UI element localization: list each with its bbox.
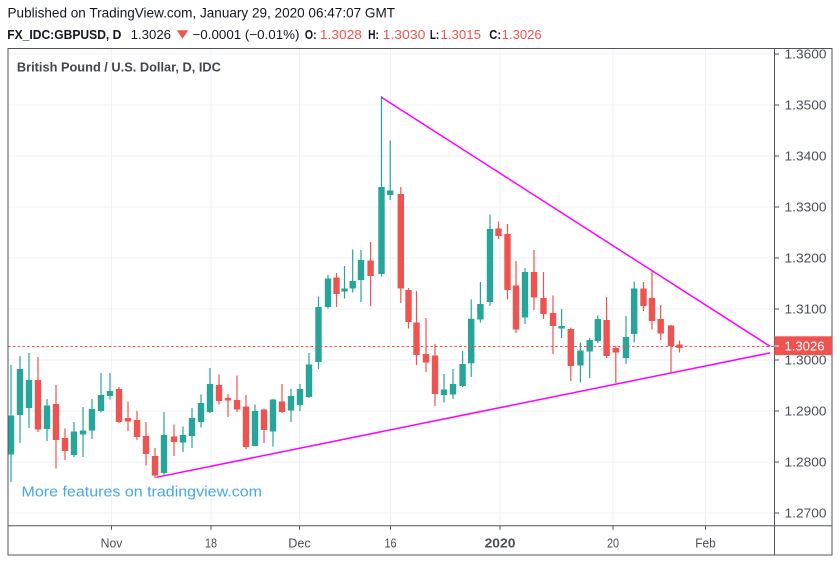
svg-text:Nov: Nov xyxy=(101,536,123,551)
svg-text:1.2900: 1.2900 xyxy=(785,404,827,419)
svg-text:FX_IDC:GBPUSD, D: FX_IDC:GBPUSD, D xyxy=(7,28,121,42)
svg-text:2020: 2020 xyxy=(485,536,516,551)
svg-text:1.3500: 1.3500 xyxy=(785,98,827,113)
svg-text:20: 20 xyxy=(607,536,619,551)
svg-text:1.3028: 1.3028 xyxy=(320,27,362,42)
svg-text:1.3200: 1.3200 xyxy=(785,251,827,266)
svg-text:1.2700: 1.2700 xyxy=(785,506,827,521)
svg-text:1.3030: 1.3030 xyxy=(383,27,426,42)
svg-text:Feb: Feb xyxy=(695,536,716,551)
svg-text:O:: O: xyxy=(305,28,317,42)
svg-text:1.3600: 1.3600 xyxy=(785,47,827,62)
svg-text:18: 18 xyxy=(205,536,217,551)
svg-text:British Pound / U.S. Dollar, D: British Pound / U.S. Dollar, D, IDC xyxy=(17,59,222,74)
svg-text:1.3026: 1.3026 xyxy=(785,339,825,354)
svg-text:1.3026: 1.3026 xyxy=(131,27,171,42)
svg-text:−0.0001 (−0.01%): −0.0001 (−0.01%) xyxy=(193,27,300,42)
svg-text:1.3100: 1.3100 xyxy=(785,302,827,317)
svg-text:Published on TradingView.com,: Published on TradingView.com, January 29… xyxy=(8,4,396,20)
svg-text:1.3300: 1.3300 xyxy=(785,200,827,215)
svg-text:More features on tradingview.c: More features on tradingview.com xyxy=(22,484,263,501)
svg-text:1.3000: 1.3000 xyxy=(785,353,827,368)
svg-text:1.3015: 1.3015 xyxy=(441,27,482,42)
svg-text:H:: H: xyxy=(368,28,379,42)
svg-text:1.3400: 1.3400 xyxy=(785,149,827,164)
svg-text:1.3026: 1.3026 xyxy=(502,27,542,42)
svg-text:Dec: Dec xyxy=(288,536,311,551)
svg-text:C:: C: xyxy=(489,28,501,42)
svg-text:L:: L: xyxy=(430,28,439,42)
svg-text:16: 16 xyxy=(385,536,397,551)
svg-text:1.2800: 1.2800 xyxy=(785,455,827,470)
